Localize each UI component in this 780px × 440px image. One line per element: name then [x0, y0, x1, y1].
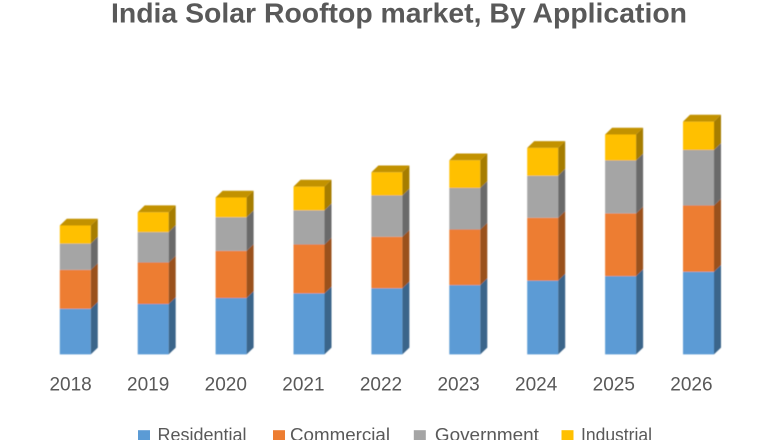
- svg-text:2026: 2026: [670, 375, 712, 396]
- svg-text:2018: 2018: [49, 375, 91, 396]
- svg-text:2020: 2020: [205, 375, 247, 396]
- svg-text:India Solar Rooftop market, By: India Solar Rooftop market, By Applicati…: [111, 0, 687, 28]
- svg-text:2019: 2019: [127, 375, 169, 396]
- svg-text:Industrial: Industrial: [581, 425, 652, 440]
- svg-text:Commercial: Commercial: [290, 425, 390, 440]
- svg-text:2025: 2025: [593, 375, 635, 396]
- svg-text:2024: 2024: [515, 375, 558, 396]
- svg-text:2021: 2021: [282, 375, 324, 396]
- svg-text:2023: 2023: [437, 375, 479, 396]
- svg-text:2022: 2022: [360, 375, 402, 396]
- svg-text:Government: Government: [435, 425, 539, 440]
- svg-text:Residential: Residential: [158, 425, 247, 440]
